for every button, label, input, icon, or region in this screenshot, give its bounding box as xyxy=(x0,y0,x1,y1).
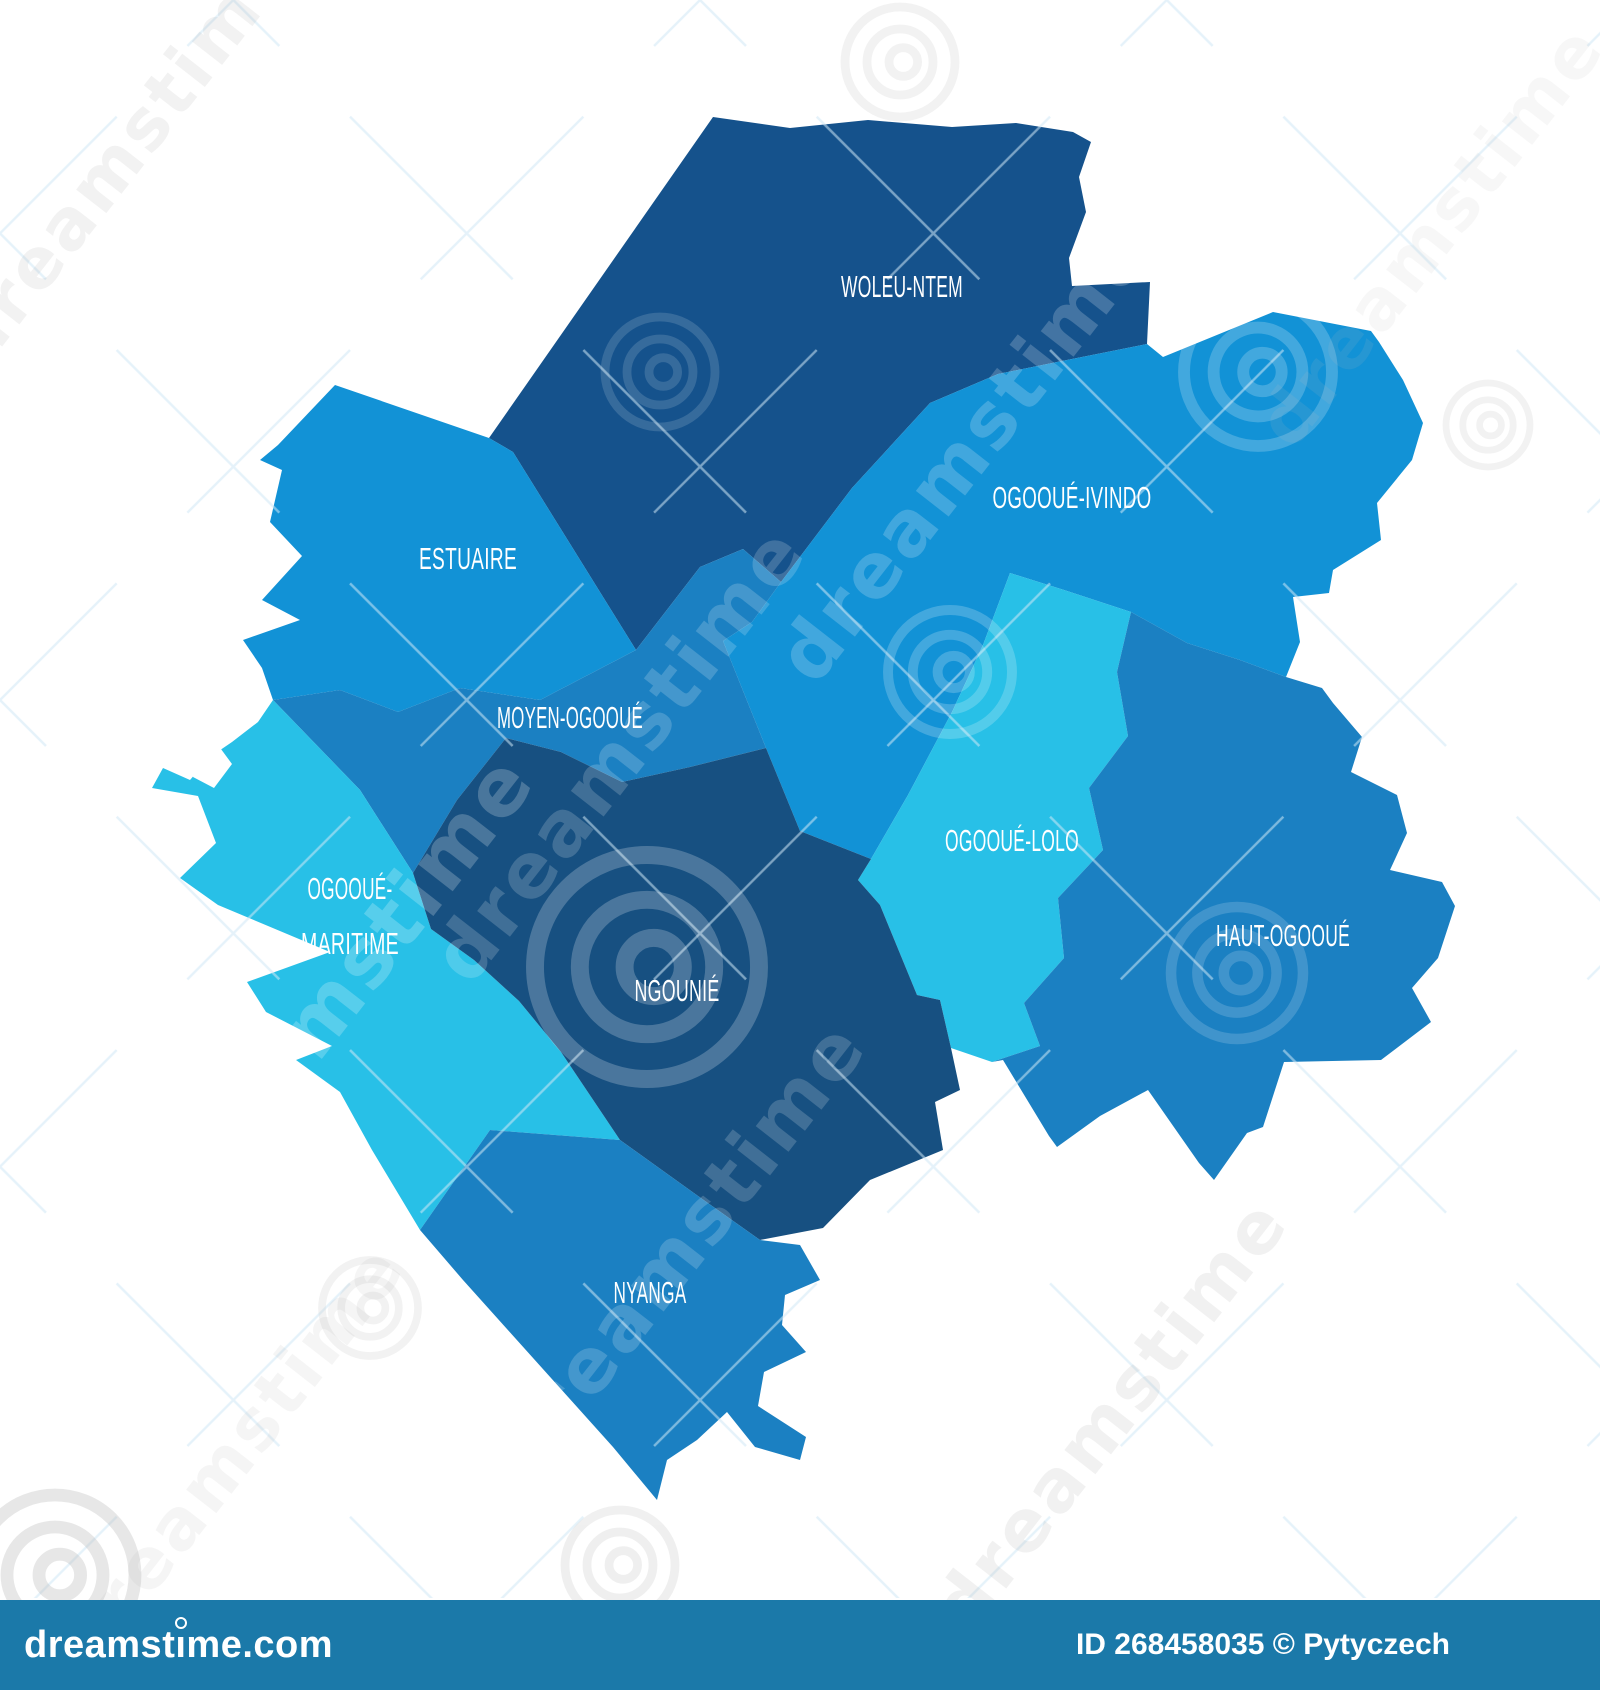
region-label-ogooue-lolo: OGOOUÉ-LOLO xyxy=(945,823,1079,858)
region-label-woleu-ntem: WOLEU-NTEM xyxy=(841,269,963,304)
watermark-grid xyxy=(0,0,1600,1598)
logo-letter-i: ı xyxy=(175,1616,188,1667)
watermark-spiral-icon xyxy=(1178,292,1338,452)
watermark-footer-bar: dreamst ıme.com ID 268458035 © Pytyczech xyxy=(0,1600,1600,1690)
region-label-moyen-ogooue: MOYEN-OGOOUÉ xyxy=(497,700,643,735)
region-label-haut-ogooue: HAUT-OGOOUÉ xyxy=(1216,918,1350,953)
region-labels-layer: WOLEU-NTEM OGOOUÉ-IVINDO ESTUAIRE MOYEN-OGO… xyxy=(301,269,1350,1310)
region-label-ogooue-maritime: OGOOUÉ- xyxy=(308,871,393,906)
watermark-spiral-icon xyxy=(1165,901,1309,1045)
watermark-spiral-icon xyxy=(840,2,960,122)
image-id-text: ID 268458035 © Pytyczech xyxy=(1075,1628,1450,1661)
dreamstime-logo: dreamst ıme.com xyxy=(24,1616,334,1667)
logo-text-prefix: dreamst xyxy=(24,1623,176,1666)
region-label-ogooue-maritime: MARITIME xyxy=(301,926,399,961)
watermark-spiral-icon xyxy=(1442,379,1534,471)
region-label-ogooue-ivindo: OGOOUÉ-IVINDO xyxy=(993,480,1152,515)
region-label-nyanga: NYANGA xyxy=(614,1275,687,1310)
region-label-estuaire: ESTUAIRE xyxy=(419,541,517,576)
watermark-spiral-icon xyxy=(883,605,1017,739)
watermark-spiral-icon xyxy=(600,312,720,432)
logo-text-suffix: me.com xyxy=(186,1623,334,1666)
watermark-spirals-layer xyxy=(0,2,1534,1662)
watermark-spiral-icon xyxy=(318,1256,422,1360)
watermark-spiral-icon xyxy=(526,846,768,1088)
spiral-icon xyxy=(175,1616,188,1629)
region-label-ngounie: NGOUNIÉ xyxy=(635,973,720,1008)
